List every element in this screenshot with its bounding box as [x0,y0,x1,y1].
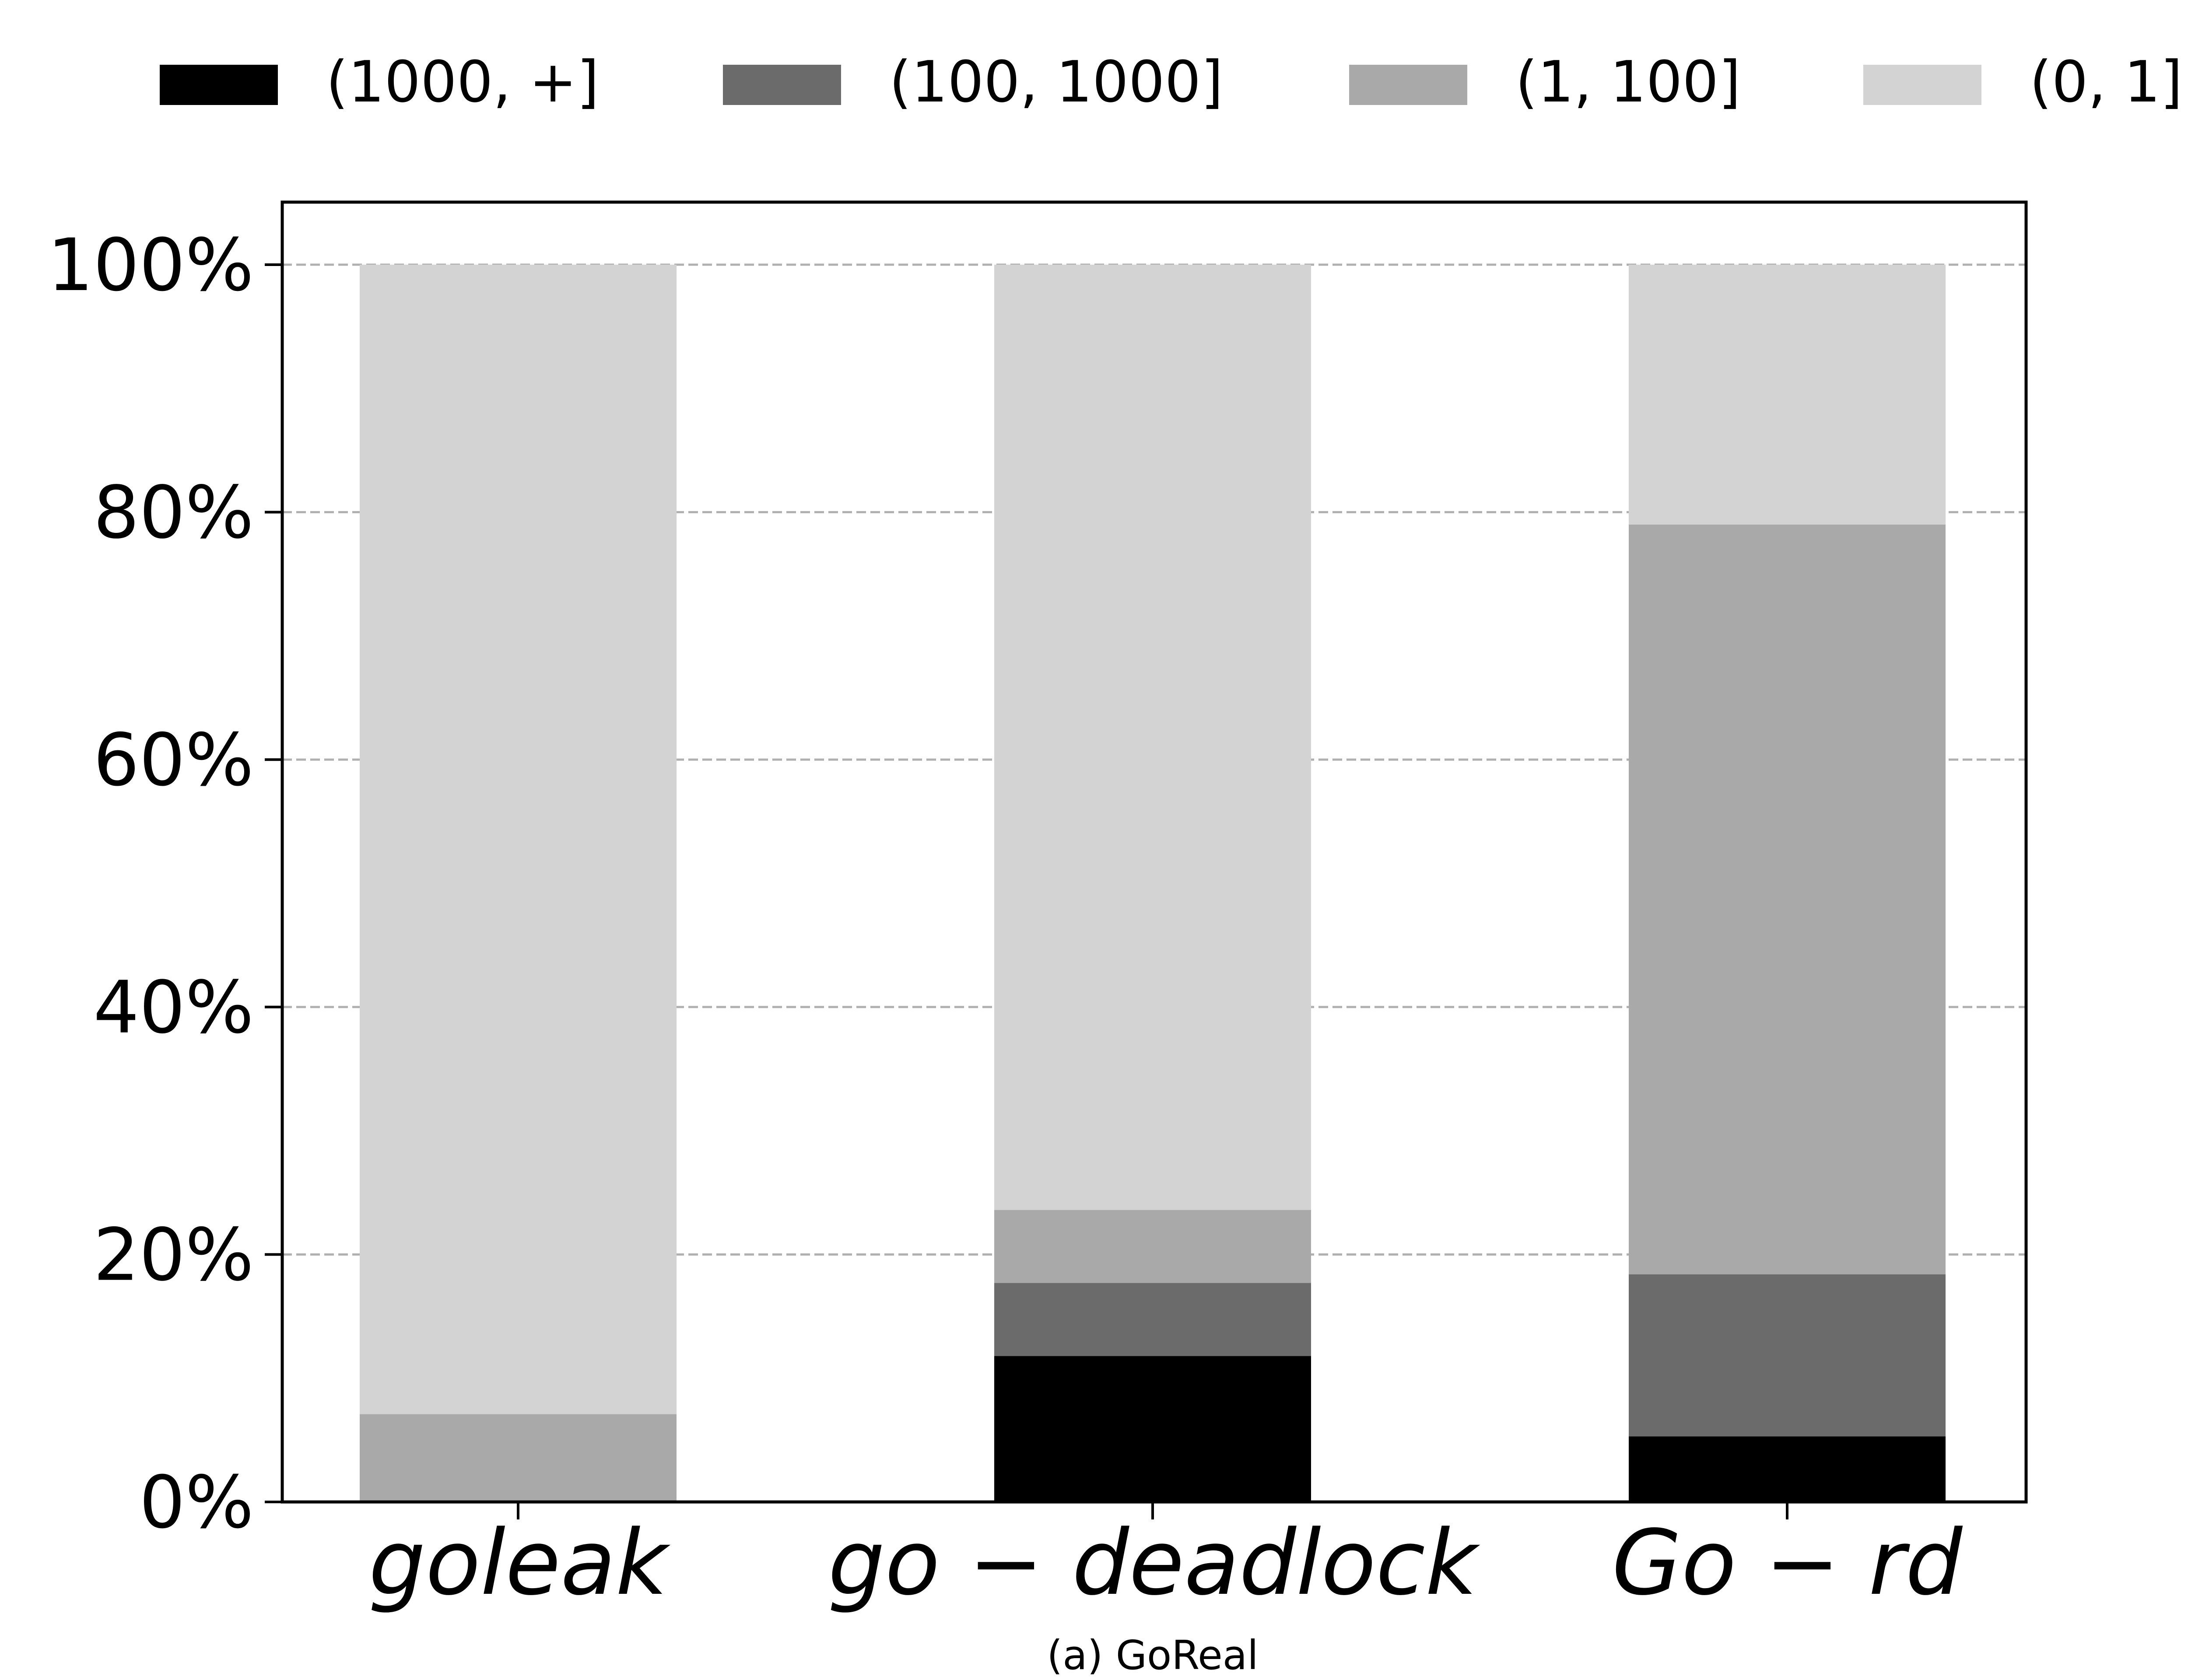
y-axis: 0% 20% 40% 60% 80% 100% [47,223,282,1544]
legend-swatch [1863,65,1981,105]
bar-segment [1629,524,1946,1274]
legend-swatch [1349,65,1467,105]
legend-swatch [160,65,278,105]
bar-segment [994,1356,1311,1502]
y-tick-label: 100% [47,223,254,307]
y-tick-label: 80% [93,471,254,555]
bar-segment [1629,265,1946,525]
legend: (1000, +] (100, 1000] (1, 100] (0, 1] [160,49,2183,115]
legend-label: (1000, +] [326,49,599,115]
bar-segment [1629,1436,1946,1502]
y-tick-label: 0% [139,1460,254,1544]
legend-label: (0, 1] [2030,49,2183,115]
bars [360,265,1946,1502]
bar-segment [994,265,1311,1210]
legend-label: (100, 1000] [889,49,1223,115]
y-tick-label: 20% [93,1213,254,1297]
bar-segment [1629,1274,1946,1437]
x-tick-label: goleak [369,1511,671,1615]
bar-segment [360,265,677,1414]
bar-segment [994,1283,1311,1356]
x-axis: goleak go − deadlock Go − rd [369,1502,1964,1615]
plot-frame [281,200,2028,1504]
x-tick-label: Go − rd [1612,1511,1964,1615]
legend-label: (1, 100] [1515,49,1741,115]
figure-caption: (a) GoReal [1047,1632,1258,1679]
y-tick-label: 40% [93,966,254,1050]
x-tick-label: go − deadlock [828,1511,1480,1615]
legend-swatch [723,65,841,105]
bar-segment [994,1210,1311,1283]
y-tick-label: 60% [93,718,254,802]
bar-segment [360,1414,677,1502]
